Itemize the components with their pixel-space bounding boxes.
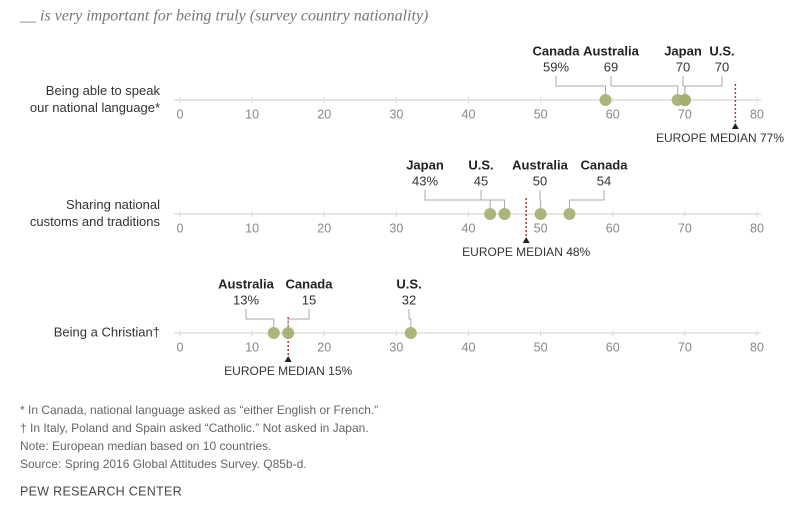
median-label: EUROPE MEDIAN 77% xyxy=(656,131,784,145)
value-label: 43% xyxy=(412,173,438,188)
country-label: U.S. xyxy=(468,157,493,172)
country-label: Australia xyxy=(583,43,639,58)
leader-line xyxy=(684,76,723,94)
x-tick-label: 40 xyxy=(462,340,476,354)
country-label: Japan xyxy=(406,157,444,172)
x-tick-label: 20 xyxy=(317,340,331,354)
leader-line xyxy=(610,76,679,94)
x-tick-label: 80 xyxy=(750,340,764,354)
leader-line xyxy=(408,309,412,327)
footnote: † In Italy, Poland and Spain asked “Cath… xyxy=(20,421,369,435)
leader-line xyxy=(424,190,491,208)
median-pointer xyxy=(284,356,292,362)
dot xyxy=(678,94,691,106)
country-label: Australia xyxy=(512,157,568,172)
row-label: our national language* xyxy=(30,100,160,115)
value-label: 15 xyxy=(302,292,316,307)
value-label: 50 xyxy=(533,173,547,188)
x-tick-label: 0 xyxy=(177,107,184,121)
country-label: Australia xyxy=(218,276,274,291)
value-label: 45 xyxy=(474,173,488,188)
country-label: Canada xyxy=(286,276,334,291)
dot xyxy=(599,94,612,106)
value-label: 69 xyxy=(604,59,618,74)
value-label: 32 xyxy=(402,292,416,307)
x-tick-label: 50 xyxy=(534,221,548,235)
country-label: Canada xyxy=(533,43,581,58)
x-tick-label: 30 xyxy=(389,107,403,121)
value-label: 70 xyxy=(715,59,729,74)
leader-line xyxy=(568,190,605,208)
x-tick-label: 40 xyxy=(462,107,476,121)
country-label: Japan xyxy=(664,43,702,58)
x-tick-label: 80 xyxy=(750,221,764,235)
chart-title: __ is very important for being truly (su… xyxy=(19,8,428,25)
median-label: EUROPE MEDIAN 15% xyxy=(224,364,352,378)
leader-line xyxy=(555,76,607,94)
x-tick-label: 70 xyxy=(678,107,692,121)
country-label: Canada xyxy=(581,157,629,172)
x-tick-label: 20 xyxy=(317,107,331,121)
x-tick-label: 10 xyxy=(245,221,259,235)
dot xyxy=(404,327,417,339)
value-label: 13% xyxy=(233,292,259,307)
x-tick-label: 30 xyxy=(389,340,403,354)
row-label: customs and traditions xyxy=(30,214,161,229)
x-tick-label: 50 xyxy=(534,107,548,121)
x-tick-label: 30 xyxy=(389,221,403,235)
value-label: 59% xyxy=(543,59,569,74)
x-tick-label: 60 xyxy=(606,107,620,121)
x-tick-label: 0 xyxy=(177,340,184,354)
row-label: Sharing national xyxy=(66,197,160,212)
source: Source: Spring 2016 Global Attitudes Sur… xyxy=(20,457,307,471)
value-label: 54 xyxy=(597,173,611,188)
x-tick-label: 60 xyxy=(606,221,620,235)
x-tick-label: 50 xyxy=(534,340,548,354)
leader-line xyxy=(539,190,542,208)
note: Note: European median based on 10 countr… xyxy=(20,439,272,453)
leader-line xyxy=(287,309,310,327)
country-label: U.S. xyxy=(396,276,421,291)
x-tick-label: 80 xyxy=(750,107,764,121)
x-tick-label: 40 xyxy=(462,221,476,235)
median-pointer xyxy=(731,123,739,129)
dot xyxy=(498,208,511,220)
footnote: * In Canada, national language asked as … xyxy=(20,403,378,417)
x-tick-label: 70 xyxy=(678,221,692,235)
x-tick-label: 20 xyxy=(317,221,331,235)
dot xyxy=(534,208,547,220)
row-label: Being able to speak xyxy=(46,83,161,98)
dot xyxy=(267,327,280,339)
leader-line xyxy=(480,190,506,208)
median-pointer xyxy=(522,237,530,243)
row-label: Being a Christian† xyxy=(54,324,160,339)
value-label: 70 xyxy=(676,59,690,74)
leader-line xyxy=(245,309,275,327)
x-tick-label: 60 xyxy=(606,340,620,354)
x-tick-label: 70 xyxy=(678,340,692,354)
x-tick-label: 10 xyxy=(245,107,259,121)
dot xyxy=(484,208,497,220)
country-label: U.S. xyxy=(709,43,734,58)
brand: PEW RESEARCH CENTER xyxy=(20,484,182,498)
x-tick-label: 0 xyxy=(177,221,184,235)
dot xyxy=(563,208,576,220)
median-label: EUROPE MEDIAN 48% xyxy=(462,245,590,259)
dot xyxy=(282,327,295,339)
x-tick-label: 10 xyxy=(245,340,259,354)
